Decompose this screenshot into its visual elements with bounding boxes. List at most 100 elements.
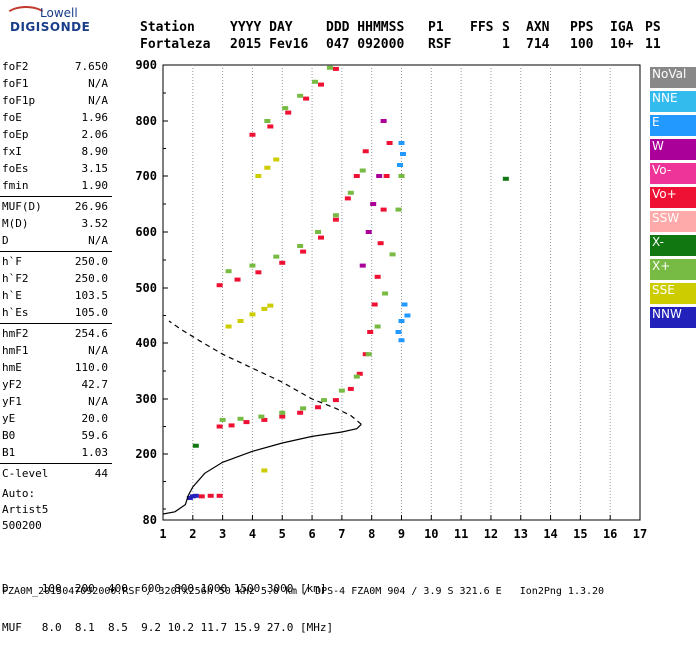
echo-vo- — [362, 149, 369, 154]
header-cell-row2-5: 1 — [502, 37, 510, 52]
echo-vo- — [216, 424, 223, 429]
param-row: B0 59.6 — [0, 427, 112, 444]
echo-x- — [315, 230, 322, 234]
param-row: fmin 1.90 — [0, 177, 112, 194]
header-cell-row1-8: IGA — [610, 20, 634, 35]
echo-vo- — [386, 141, 393, 145]
param-row: foF1p N/A — [0, 92, 112, 109]
echo-sse — [255, 174, 262, 178]
param-row: fxI 8.90 — [0, 143, 112, 160]
logo-text-lowell: Lowell — [40, 6, 78, 20]
param-value: 2.06 — [81, 128, 109, 141]
param-row: yF1 N/A — [0, 393, 112, 410]
header-cell-row2-7: 100 — [570, 37, 594, 52]
muf-row: MUF 8.0 8.1 8.5 9.2 10.2 11.7 15.9 27.0 … — [2, 621, 334, 634]
param-value: 42.7 — [81, 378, 109, 391]
param-separator — [0, 196, 112, 197]
param-name: fxI — [2, 145, 22, 158]
param-value: N/A — [88, 344, 108, 357]
param-separator — [0, 463, 112, 464]
header-cell-row1-9: PS — [645, 20, 661, 35]
x-tick-label: 9 — [398, 527, 405, 541]
param-value: 3.15 — [81, 162, 109, 175]
x-tick-label: 2 — [189, 527, 196, 541]
param-name: foEp — [2, 128, 29, 141]
echo-x- — [347, 190, 354, 195]
echo-vo- — [347, 386, 354, 391]
x-tick-label: 4 — [249, 527, 256, 541]
echo-x- — [264, 119, 271, 123]
echo-x- — [192, 443, 199, 448]
x-tick-label: 1 — [159, 527, 166, 541]
y-tick-label: 80 — [143, 513, 157, 527]
x-tick-label: 15 — [573, 527, 587, 541]
muf-table: D 100 200 400 600 800 1000 1500 3000 [km… — [2, 556, 333, 647]
param-name: MUF(D) — [2, 200, 42, 213]
param-value: 254.6 — [74, 327, 108, 340]
param-row: hmE 110.0 — [0, 359, 112, 376]
echo-x- — [359, 168, 366, 173]
x-tick-label: 3 — [219, 527, 226, 541]
echo-vo- — [279, 260, 286, 265]
header-cell-row1-5: S — [502, 20, 510, 35]
param-value: N/A — [88, 77, 108, 90]
echo-x- — [297, 244, 304, 248]
echo-e — [398, 141, 405, 145]
header-cell-row2-1: 2015 Fev16 — [230, 37, 309, 52]
echo-e — [398, 338, 405, 343]
echo-x- — [395, 207, 402, 212]
x-tick-label: 10 — [424, 527, 438, 541]
legend-vo-: Vo- — [650, 163, 696, 184]
echo-vo- — [300, 249, 307, 254]
header-cell-row1-6: AXN — [526, 20, 550, 35]
param-value: 8.90 — [81, 145, 109, 158]
param-value: 1.96 — [81, 111, 109, 124]
logo-text-digisonde: DIGISONDE — [10, 20, 91, 34]
header-cell-row1-4: FFS — [470, 20, 494, 35]
echo-sse — [261, 468, 268, 473]
lowell-digisonde-logo: Lowell DIGISONDE — [2, 4, 132, 44]
echo-x- — [225, 269, 232, 274]
param-name: foEs — [2, 162, 29, 175]
echo-sse — [267, 303, 274, 308]
header-cell-row2-6: 714 — [526, 37, 550, 52]
param-row: foE 1.96 — [0, 109, 112, 126]
param-separator — [0, 323, 112, 324]
echo-x- — [353, 374, 360, 379]
param-value: N/A — [88, 395, 108, 408]
echo-vo- — [228, 423, 235, 428]
x-tick-label: 16 — [603, 527, 617, 541]
polarization-legend: NoVal NNE E W Vo- Vo+ SSW X- X+ SSE NNW — [650, 67, 696, 331]
x-tick-label: 6 — [308, 527, 315, 541]
echo-vo- — [318, 82, 325, 87]
echo-sse — [264, 165, 271, 170]
echo-x- — [365, 352, 372, 357]
echo-vo- — [216, 283, 223, 288]
echo-vo- — [243, 420, 250, 425]
param-row: B1 1.03 — [0, 444, 112, 461]
x-tick-label: 13 — [514, 527, 528, 541]
echo-vo- — [297, 410, 304, 415]
profile-solid-line — [162, 423, 362, 515]
header-cell-row1-0: Station — [140, 20, 195, 35]
legend-noval: NoVal — [650, 67, 696, 88]
legend-x-: X- — [650, 235, 696, 256]
echo-vo- — [315, 405, 322, 410]
param-row: h`E 103.5 — [0, 287, 112, 304]
param-row: foEp 2.06 — [0, 126, 112, 143]
echo-x- — [398, 174, 405, 178]
param-row: h`Es 105.0 — [0, 304, 112, 321]
echo-sse — [273, 157, 280, 162]
param-value: 1.03 — [81, 446, 109, 459]
param-value: 26.96 — [74, 200, 108, 213]
param-name: B0 — [2, 429, 16, 442]
param-value: 44 — [94, 467, 108, 480]
y-tick-label: 300 — [135, 392, 157, 406]
autoscaling-info: Auto: Artist5 500200 — [2, 486, 48, 534]
param-value: 20.0 — [81, 412, 109, 425]
param-row: C-level 44 — [0, 465, 112, 482]
param-row: yE 20.0 — [0, 410, 112, 427]
x-tick-label: 11 — [454, 527, 468, 541]
file-info-footer: FZA0M_2015047092000.RSF / 320fx256h 50 k… — [2, 586, 605, 597]
header-cell-row2-3: RSF — [428, 37, 452, 52]
